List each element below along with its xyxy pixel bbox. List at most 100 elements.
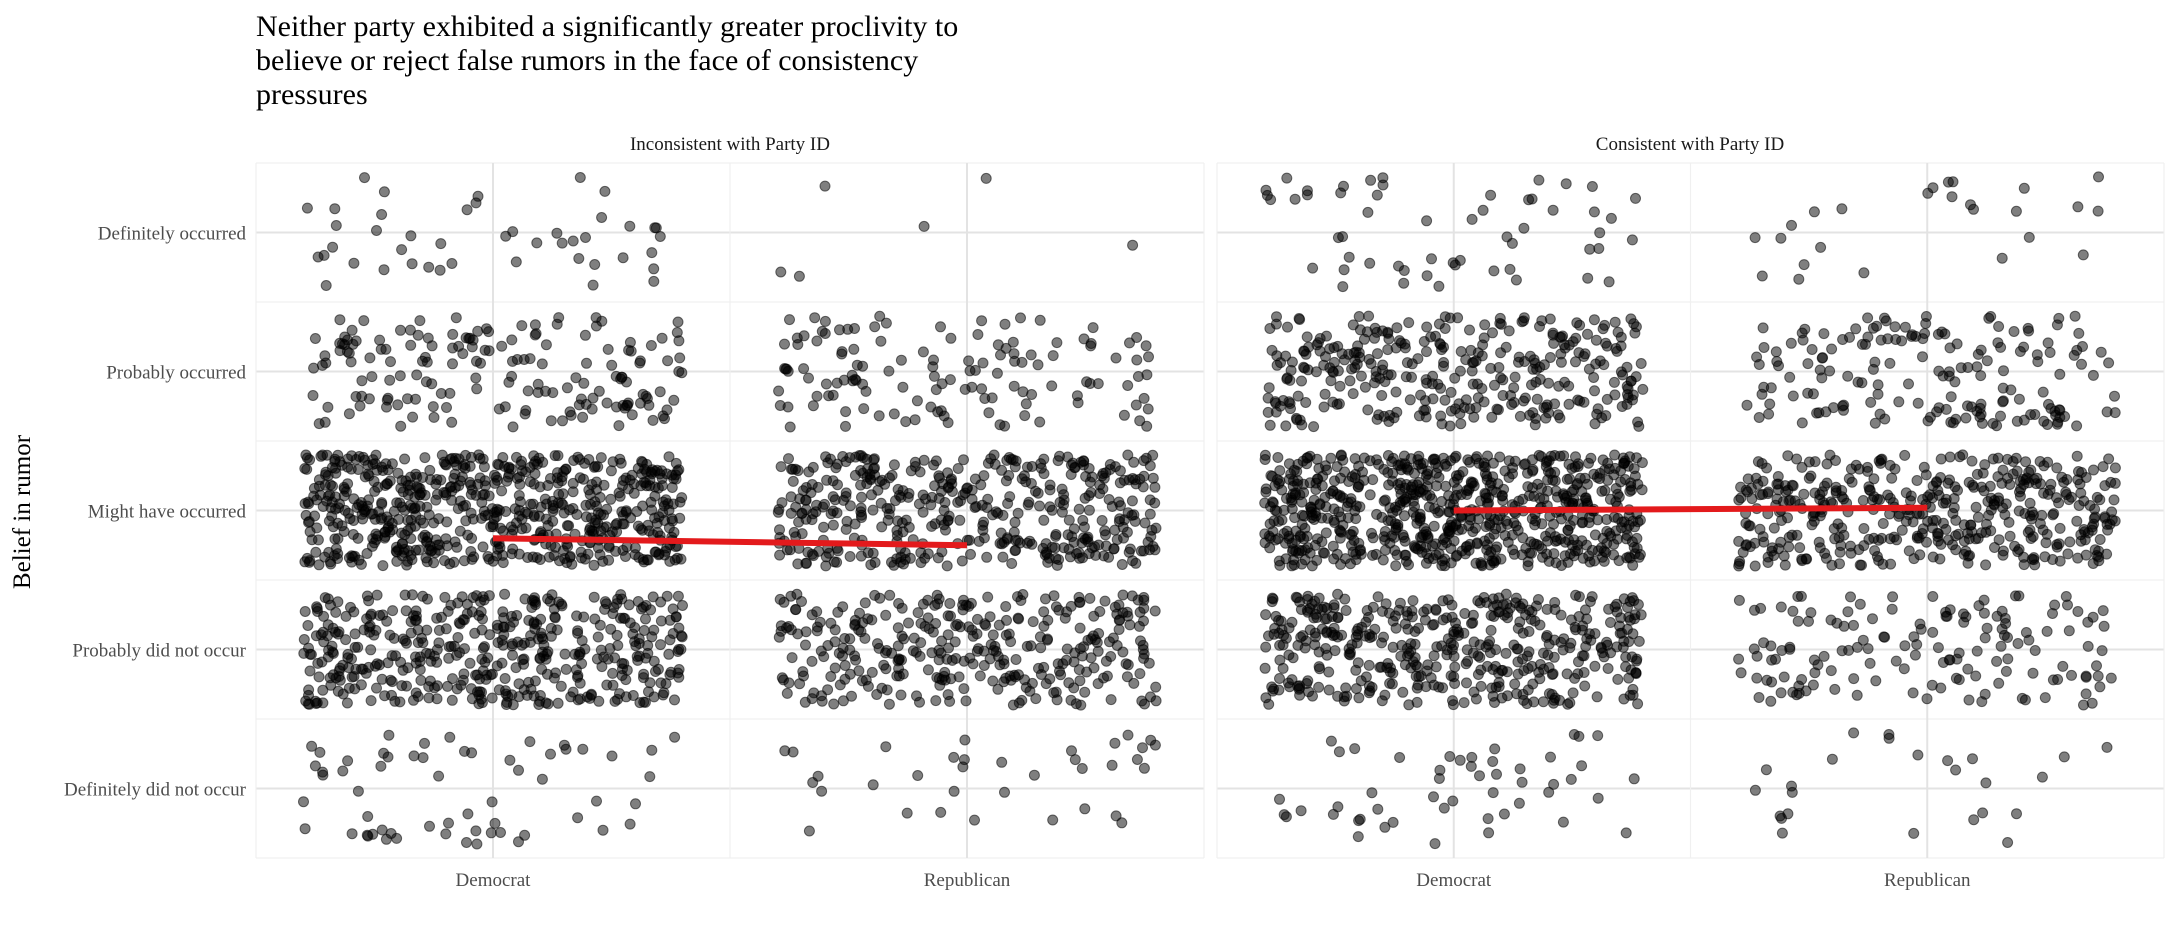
data-point bbox=[1771, 356, 1783, 367]
data-point bbox=[404, 324, 416, 336]
data-point bbox=[373, 506, 385, 518]
data-point bbox=[617, 480, 628, 492]
data-point bbox=[1963, 694, 1975, 706]
data-point bbox=[592, 461, 604, 473]
data-point bbox=[1427, 540, 1438, 552]
data-point bbox=[1439, 311, 1451, 323]
data-point bbox=[1568, 550, 1580, 562]
data-point bbox=[412, 624, 424, 636]
data-point bbox=[894, 489, 905, 501]
data-point bbox=[1120, 658, 1132, 670]
data-point bbox=[1130, 557, 1142, 569]
data-point bbox=[909, 456, 921, 468]
data-point bbox=[1304, 624, 1316, 636]
data-point bbox=[2076, 358, 2087, 370]
data-point bbox=[2088, 513, 2100, 524]
data-point bbox=[1934, 553, 1946, 565]
data-point bbox=[365, 610, 377, 622]
data-point bbox=[1582, 328, 1593, 340]
data-point bbox=[1121, 671, 1133, 683]
data-point bbox=[590, 320, 602, 332]
data-point bbox=[299, 823, 311, 835]
data-point bbox=[1140, 340, 1152, 352]
data-point bbox=[586, 403, 598, 415]
data-point bbox=[1409, 501, 1420, 512]
data-point bbox=[1776, 645, 1788, 656]
data-point bbox=[341, 697, 353, 709]
data-point bbox=[417, 472, 429, 483]
data-point bbox=[670, 457, 682, 469]
data-point bbox=[1000, 601, 1012, 612]
data-point bbox=[1280, 632, 1292, 644]
data-point bbox=[896, 630, 908, 642]
data-point bbox=[1562, 524, 1574, 536]
data-point bbox=[1318, 601, 1330, 613]
data-point bbox=[1811, 407, 1823, 419]
data-point bbox=[1532, 594, 1544, 605]
data-point bbox=[524, 353, 536, 365]
data-point bbox=[1407, 595, 1419, 607]
data-point bbox=[1023, 496, 1035, 508]
data-point bbox=[1742, 486, 1753, 498]
data-point bbox=[1323, 666, 1335, 678]
data-point bbox=[832, 606, 844, 618]
data-point bbox=[313, 559, 325, 571]
data-point bbox=[1084, 592, 1096, 604]
data-point bbox=[945, 332, 957, 344]
data-point bbox=[1446, 599, 1458, 611]
data-point bbox=[479, 475, 491, 487]
data-point bbox=[1978, 594, 1990, 606]
data-point bbox=[1405, 638, 1417, 650]
data-point bbox=[1379, 526, 1391, 537]
data-point bbox=[345, 601, 356, 613]
data-point bbox=[1509, 371, 1521, 383]
data-point bbox=[345, 356, 357, 368]
data-point bbox=[377, 560, 389, 572]
data-point bbox=[2071, 344, 2083, 356]
data-point bbox=[1592, 403, 1604, 415]
data-point bbox=[1293, 544, 1305, 556]
data-point bbox=[1051, 337, 1063, 349]
data-point bbox=[1106, 759, 1118, 771]
data-point bbox=[773, 504, 785, 515]
data-point bbox=[1337, 454, 1349, 466]
data-point bbox=[536, 631, 548, 643]
data-point bbox=[1873, 555, 1885, 566]
data-point bbox=[1584, 243, 1596, 255]
data-point bbox=[427, 401, 439, 413]
data-point bbox=[557, 499, 569, 511]
data-point bbox=[1635, 358, 1647, 369]
data-point bbox=[1786, 780, 1797, 792]
data-point bbox=[858, 403, 870, 415]
data-point bbox=[1021, 461, 1033, 473]
data-point bbox=[948, 751, 960, 763]
data-point bbox=[1506, 399, 1518, 410]
data-point bbox=[486, 668, 498, 680]
data-point bbox=[1487, 756, 1499, 767]
data-point bbox=[1285, 403, 1296, 415]
data-point bbox=[1444, 420, 1456, 432]
data-point bbox=[447, 358, 458, 370]
data-point bbox=[498, 612, 510, 624]
data-point bbox=[774, 549, 786, 561]
data-point bbox=[1932, 531, 1944, 543]
data-point bbox=[2092, 205, 2104, 217]
data-point bbox=[2002, 632, 2013, 643]
data-point bbox=[893, 653, 905, 665]
data-point bbox=[1450, 450, 1462, 462]
data-point bbox=[1624, 596, 1636, 607]
data-point bbox=[1620, 827, 1632, 839]
data-point bbox=[548, 672, 560, 684]
data-point bbox=[1124, 337, 1135, 349]
data-point bbox=[2051, 462, 2063, 474]
data-point bbox=[1455, 418, 1467, 430]
data-point bbox=[1554, 412, 1566, 424]
data-point bbox=[320, 466, 332, 478]
data-point bbox=[1613, 555, 1625, 567]
data-point bbox=[516, 455, 527, 467]
data-point bbox=[471, 355, 482, 367]
data-point bbox=[1611, 606, 1623, 618]
data-point bbox=[579, 643, 591, 655]
data-point bbox=[1793, 273, 1805, 285]
data-point bbox=[1048, 590, 1060, 602]
